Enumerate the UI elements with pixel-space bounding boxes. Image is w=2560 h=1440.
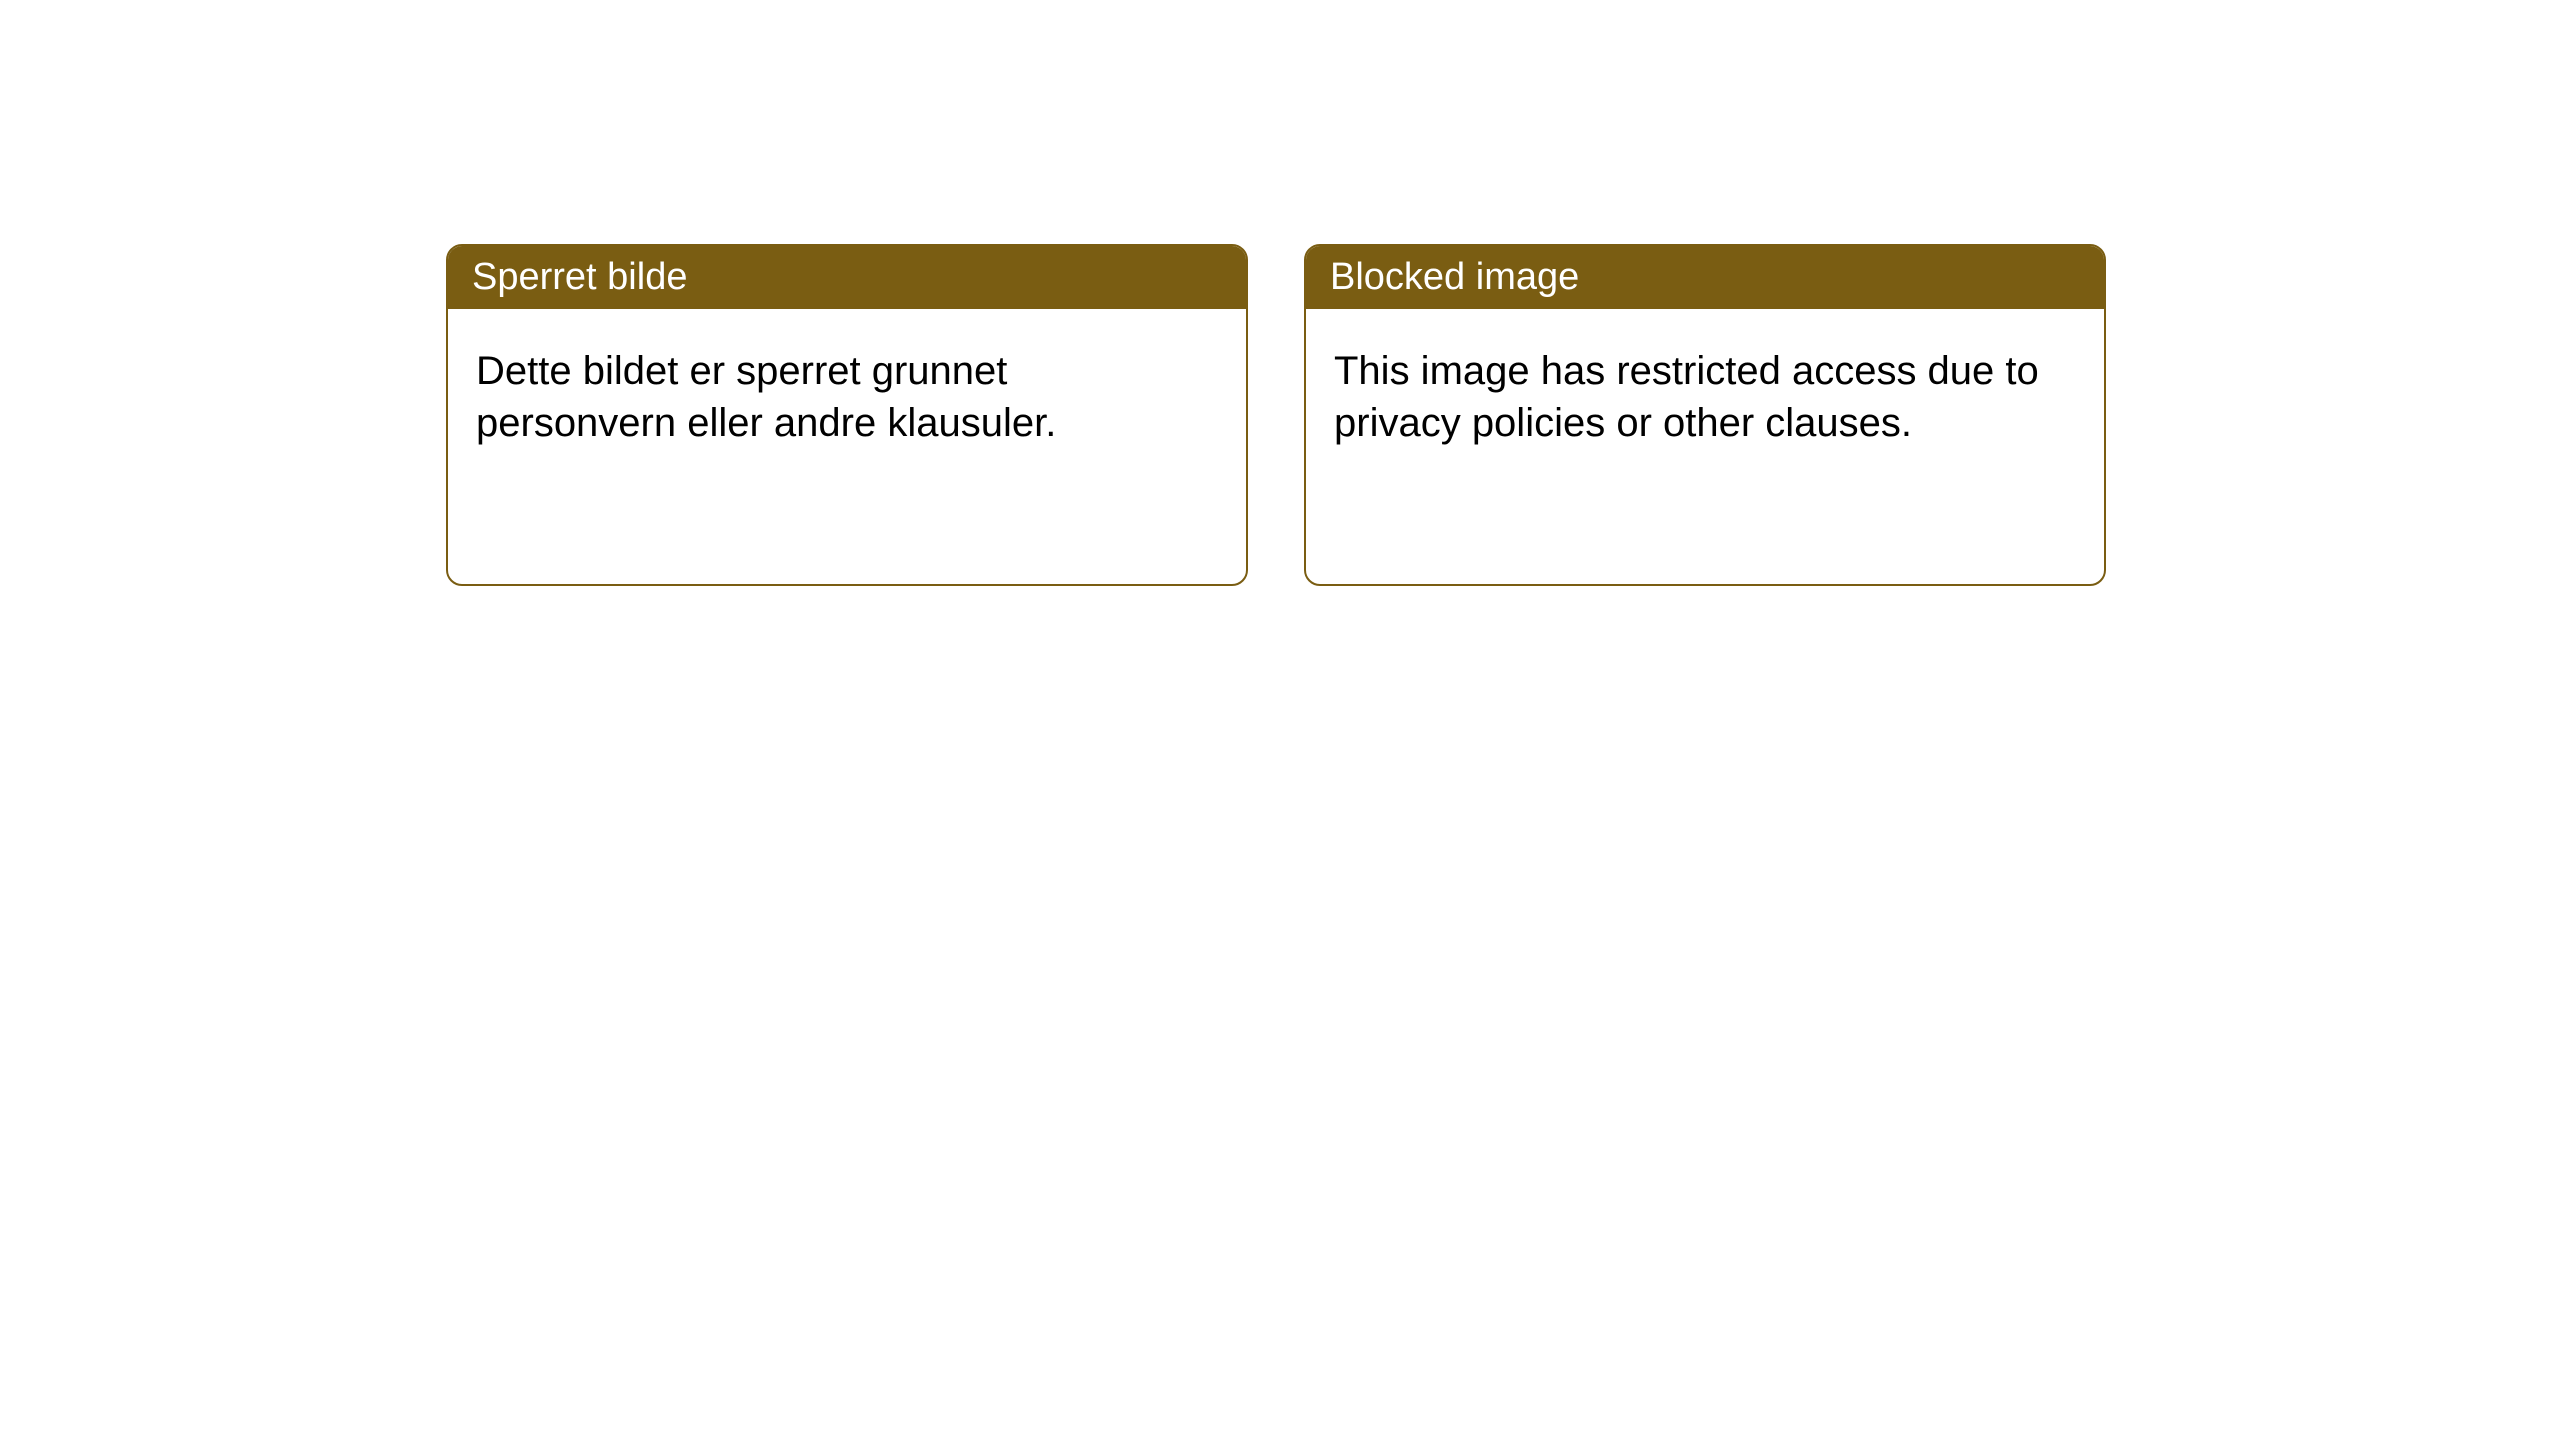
card-title: Blocked image bbox=[1330, 256, 1579, 298]
card-message: Dette bildet er sperret grunnet personve… bbox=[476, 345, 1218, 449]
card-header: Sperret bilde bbox=[448, 246, 1246, 309]
card-header: Blocked image bbox=[1306, 246, 2104, 309]
notice-cards-container: Sperret bilde Dette bildet er sperret gr… bbox=[446, 244, 2106, 586]
card-body: This image has restricted access due to … bbox=[1306, 309, 2104, 584]
card-message: This image has restricted access due to … bbox=[1334, 345, 2076, 449]
card-title: Sperret bilde bbox=[472, 256, 687, 298]
card-body: Dette bildet er sperret grunnet personve… bbox=[448, 309, 1246, 584]
notice-card-norwegian: Sperret bilde Dette bildet er sperret gr… bbox=[446, 244, 1248, 586]
notice-card-english: Blocked image This image has restricted … bbox=[1304, 244, 2106, 586]
